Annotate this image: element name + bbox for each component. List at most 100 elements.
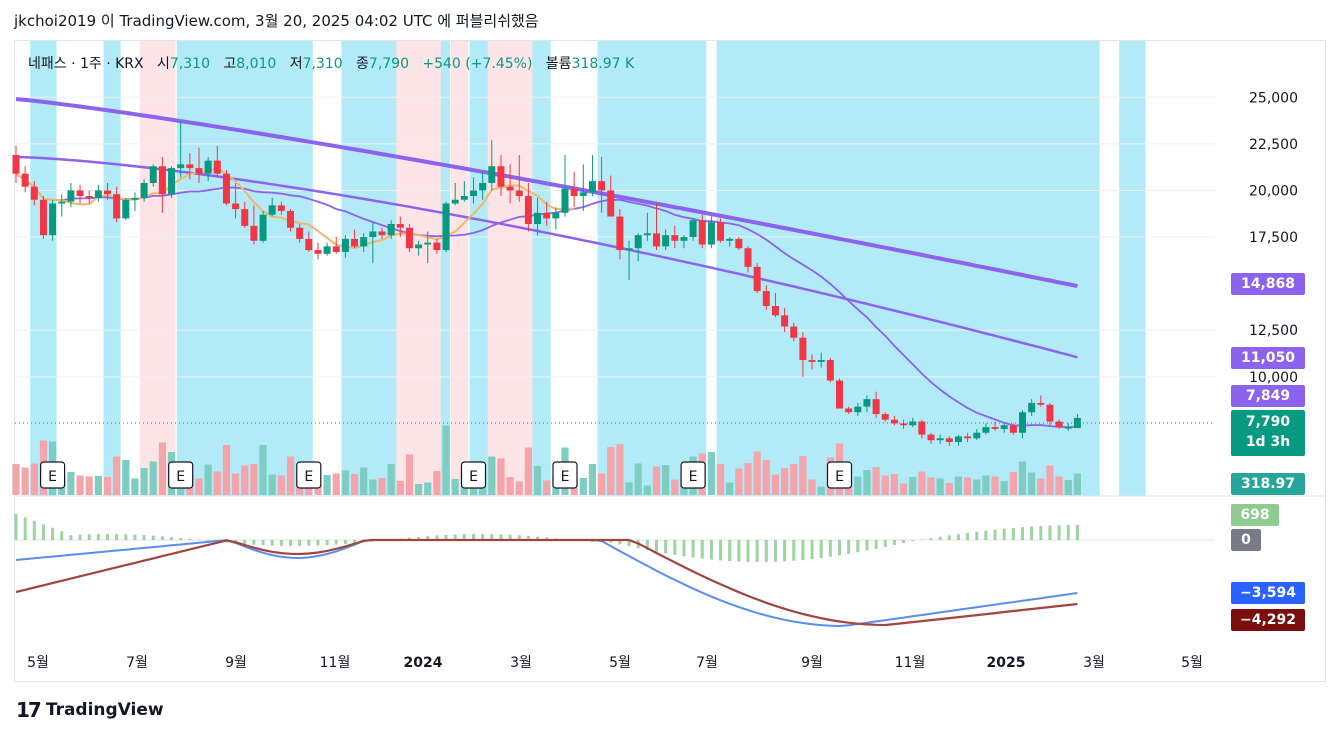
- macd-hist-36: [343, 540, 347, 544]
- candle-body-39: [369, 231, 377, 238]
- candle-body-70: [653, 233, 660, 247]
- volume-bar-87: [808, 479, 816, 495]
- candle-body-99: [918, 421, 926, 435]
- volume-bar-35: [332, 473, 340, 495]
- volume-bar-46: [433, 471, 441, 495]
- candle-83: [771, 292, 779, 318]
- candle-50: [470, 177, 477, 204]
- candle-104: [964, 432, 972, 443]
- macd-hist-99: [920, 539, 924, 540]
- candle-body-48: [451, 199, 459, 204]
- candle-74: [689, 218, 697, 241]
- tradingview-footer[interactable]: 17 TradingView: [16, 698, 164, 722]
- candle-body-71: [662, 235, 670, 247]
- macd-hist-94: [874, 540, 878, 549]
- volume-bar-40: [378, 478, 386, 495]
- price-badge-countdown: 1d 3h: [1245, 434, 1291, 450]
- earnings-label-5: E: [689, 469, 698, 485]
- volume-bar-97: [899, 483, 908, 495]
- volume-bar-112: [1037, 478, 1045, 495]
- candle-body-15: [149, 166, 157, 183]
- macd-hist-46: [435, 535, 439, 540]
- earnings-marker-2: E: [296, 461, 322, 489]
- candle-12: [122, 197, 130, 221]
- candle-53: [497, 155, 505, 197]
- volume-bar-38: [360, 467, 368, 495]
- candle-25: [241, 201, 249, 228]
- volume-badge: 318.97 K: [1231, 473, 1305, 514]
- candle-body-37: [351, 238, 359, 247]
- macd-hist-70: [655, 540, 658, 552]
- candle-43: [405, 224, 413, 252]
- volume-bar-62: [579, 478, 587, 495]
- candle-77: [717, 218, 725, 243]
- candle-58: [543, 201, 551, 226]
- candle-85: [790, 322, 798, 342]
- candle-99: [918, 419, 926, 439]
- candle-61: [570, 171, 578, 208]
- volume-bar-13: [131, 478, 139, 495]
- volume-bar-116: [1073, 473, 1081, 495]
- volume-bar-99: [918, 471, 926, 495]
- macd-hist-30: [289, 540, 292, 546]
- volume-bar-100: [927, 477, 935, 495]
- candle-19: [186, 153, 194, 180]
- candle-body-22: [213, 160, 221, 174]
- candle-96: [890, 415, 898, 426]
- macd-hist-65: [609, 540, 613, 543]
- candle-5: [58, 194, 66, 217]
- candle-105: [973, 429, 981, 441]
- footer-brand: TradingView: [45, 700, 164, 720]
- candle-98: [909, 417, 917, 428]
- macd-hist-37: [353, 540, 357, 544]
- earnings-label-2: E: [304, 469, 313, 485]
- candle-body-53: [497, 166, 505, 187]
- candle-body-116: [1073, 418, 1081, 429]
- macd-hist-26: [252, 540, 256, 545]
- candle-64: [598, 156, 606, 213]
- candle-115: [1064, 423, 1072, 431]
- candle-39: [369, 222, 377, 264]
- earnings-box-2: [296, 461, 322, 489]
- volume-bar-81: [753, 451, 761, 495]
- macd-pane: [14, 514, 1215, 628]
- candle-67: [625, 240, 633, 280]
- volume-bar-47: [442, 425, 450, 495]
- macd-hist-101: [938, 536, 942, 540]
- macd-hist-111: [1030, 526, 1034, 540]
- earnings-box-5: [680, 461, 706, 489]
- time-axis: 5월 7월 9월 11월 2024 3월 5월 7월 9월 11월 2025 3월 5월: [27, 655, 1203, 671]
- candle-112: [1037, 395, 1045, 407]
- candle-body-52: [488, 166, 496, 183]
- volume-bar-103: [954, 476, 963, 495]
- candle-62: [579, 164, 587, 211]
- chart-frame[interactable]: [14, 40, 1326, 682]
- candle-body-46: [433, 242, 441, 251]
- macd-hist-85: [792, 540, 796, 561]
- candle-body-23: [222, 173, 230, 204]
- candle-63: [588, 155, 596, 197]
- candle-body-33: [314, 250, 322, 254]
- candle-body-79: [735, 238, 743, 249]
- volume-bar-15: [149, 461, 157, 495]
- candle-body-8: [85, 196, 93, 198]
- candle-1: [21, 166, 29, 193]
- x-tick-5: 3월: [510, 655, 532, 671]
- candle-91: [845, 406, 853, 415]
- symbol-name[interactable]: 네패스 · 1주 · KRX: [28, 56, 144, 72]
- candle-26: [250, 205, 258, 245]
- candle-33: [314, 242, 322, 260]
- candle-body-25: [241, 209, 249, 226]
- candle-20: [195, 147, 203, 183]
- candle-body-115: [1064, 427, 1072, 429]
- candle-body-92: [854, 406, 862, 413]
- x-tick-8: 9월: [801, 655, 823, 671]
- candle-92: [854, 402, 862, 416]
- price-badge: 7,790 1d 3h: [1231, 410, 1305, 456]
- candle-106: [982, 423, 990, 435]
- candle-body-11: [113, 194, 121, 219]
- x-tick-0: 5월: [27, 655, 49, 671]
- candle-body-35: [332, 246, 340, 252]
- macd-hist-86: [801, 540, 805, 560]
